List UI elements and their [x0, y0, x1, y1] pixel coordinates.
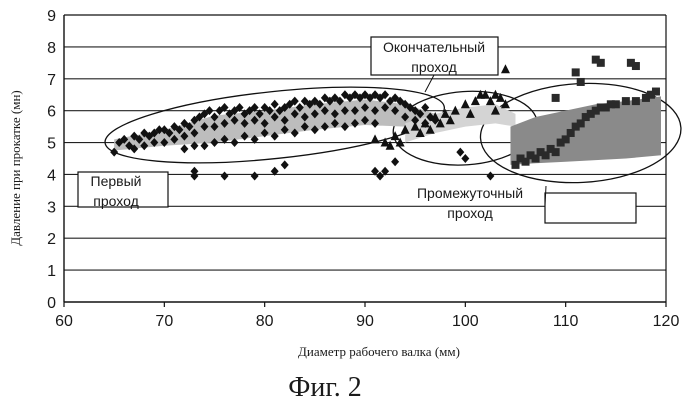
data-point-diamond: [251, 172, 259, 181]
intermediate-pass-callout-box: [545, 193, 636, 223]
data-point-square: [612, 100, 620, 108]
data-point-square: [572, 68, 580, 76]
final-pass-leader: [425, 75, 434, 92]
y-tick-label: 1: [47, 263, 56, 280]
y-tick-label: 4: [47, 167, 56, 184]
data-point-square: [577, 78, 585, 86]
data-point-diamond: [391, 157, 399, 166]
x-tick-label: 100: [452, 313, 479, 330]
figure-caption: Фиг. 2: [288, 372, 361, 403]
final-pass-label: проход: [411, 59, 457, 75]
x-tick-label: 120: [653, 313, 680, 330]
final-pass-label: Окончательный: [383, 39, 485, 55]
y-tick-label: 3: [47, 199, 56, 216]
data-point-triangle: [461, 99, 470, 108]
y-tick-label: 5: [47, 136, 56, 153]
x-tick-label: 60: [55, 313, 73, 330]
data-point-diamond: [281, 160, 289, 169]
y-tick-label: 2: [47, 231, 56, 248]
data-point-diamond: [180, 144, 188, 153]
axes: 0 1 2 3 4 5 6 7 8 9 60 70 80 90 100 110 120: [47, 8, 679, 330]
y-tick-label: 7: [47, 72, 56, 89]
x-tick-label: 80: [256, 313, 274, 330]
data-point-diamond: [486, 172, 494, 181]
data-point-square: [552, 148, 560, 156]
first-pass-label: Первый: [91, 173, 142, 189]
data-point-square: [597, 59, 605, 67]
data-point-diamond: [190, 172, 198, 181]
data-point-square: [622, 97, 630, 105]
x-tick-label: 90: [356, 313, 374, 330]
data-point-diamond: [456, 148, 464, 157]
y-tick-label: 6: [47, 104, 56, 121]
x-tick-label: 110: [553, 313, 579, 330]
y-tick-label: 9: [47, 8, 56, 25]
data-point-square: [632, 97, 640, 105]
y-axis-label: Давление при прокатке (мн): [8, 90, 23, 246]
data-point-square: [552, 94, 560, 102]
data-point-square: [652, 88, 660, 96]
intermediate-pass-label: проход: [447, 205, 493, 221]
data-point-square: [632, 62, 640, 70]
y-tick-label: 0: [47, 295, 56, 312]
data-point-triangle: [501, 64, 510, 73]
intermediate-pass-label: Промежуточный: [417, 185, 523, 201]
data-point-diamond: [221, 172, 229, 181]
x-tick-label: 70: [155, 313, 173, 330]
y-tick-label: 8: [47, 40, 56, 57]
data-point-diamond: [271, 100, 279, 109]
data-point-diamond: [461, 154, 469, 163]
first-pass-label: проход: [93, 193, 139, 209]
data-point-triangle: [371, 134, 380, 143]
x-axis-label: Диаметр рабочего валка (мм): [298, 344, 460, 359]
